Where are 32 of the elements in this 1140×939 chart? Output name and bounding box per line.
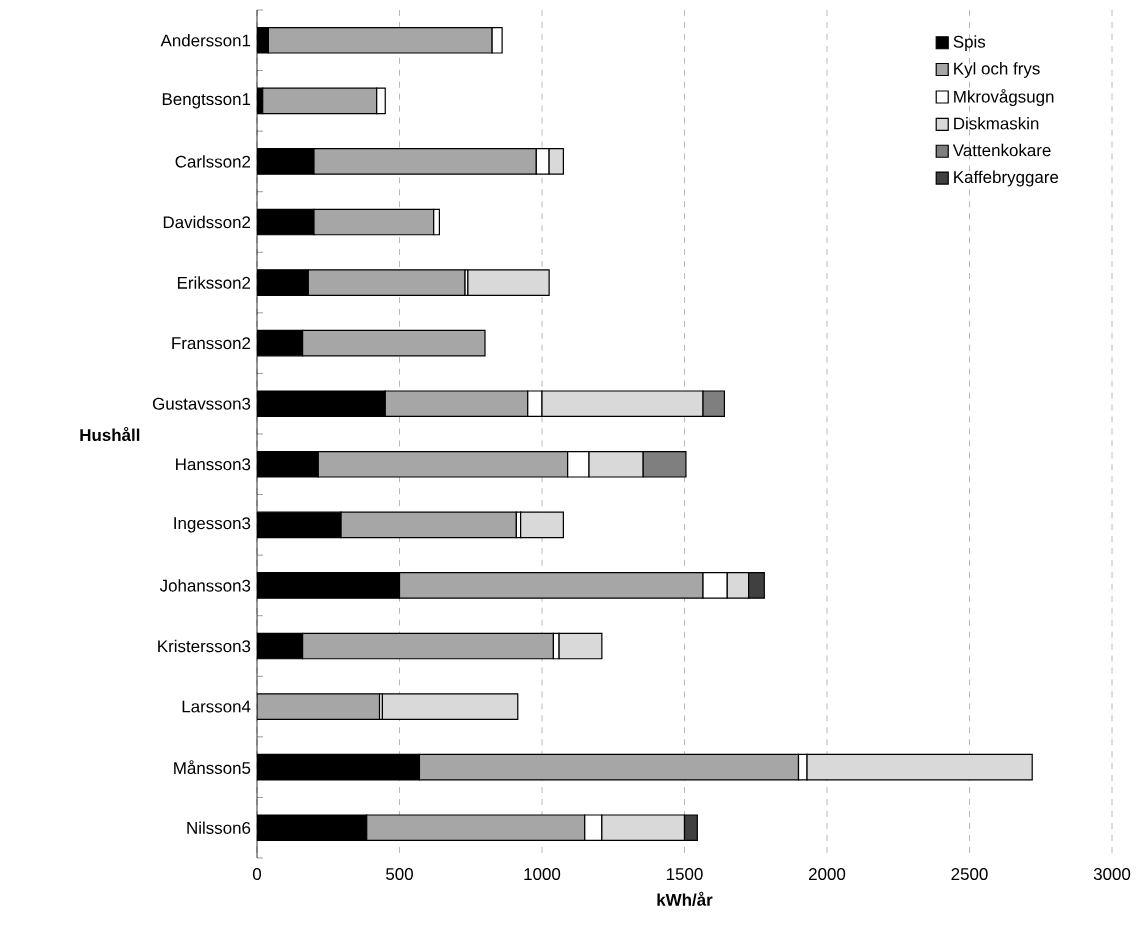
legend-label: Kyl och frys bbox=[954, 62, 1040, 78]
y-tick-label: Johansson3 bbox=[159, 579, 251, 592]
y-tick-label: Davidsson2 bbox=[163, 215, 251, 229]
y-tick-label: Larsson4 bbox=[182, 700, 251, 713]
x-tick-label: 1500 bbox=[666, 868, 703, 881]
y-tick-label: Nilsson6 bbox=[187, 821, 251, 834]
y-axis-title: Hushåll bbox=[80, 426, 140, 442]
x-tick-label: 500 bbox=[386, 868, 413, 881]
y-tick-label: Ingesson3 bbox=[174, 517, 251, 533]
x-axis-title: kWh/år bbox=[657, 891, 713, 907]
x-tick-label: 2000 bbox=[809, 868, 846, 881]
legend-label: Vattenkokare bbox=[952, 143, 1051, 157]
x-tick-label: 3000 bbox=[1093, 868, 1131, 881]
bar bbox=[467, 269, 550, 296]
y-tick-label: Carlsson2 bbox=[175, 155, 251, 168]
y-tick-label: Andersson1 bbox=[160, 34, 251, 47]
y-tick-label: Månsson5 bbox=[174, 760, 251, 775]
legend-label: Mkrovågsugn bbox=[954, 88, 1054, 107]
legend-label: Diskmaskin bbox=[954, 117, 1039, 130]
y-tick-label: Fransson2 bbox=[172, 337, 251, 350]
legend-label: Spis bbox=[953, 35, 986, 52]
legend-label: Kaffebryggare bbox=[954, 170, 1059, 187]
x-tick-label: 1000 bbox=[524, 868, 561, 881]
x-tick-label: 2500 bbox=[951, 868, 988, 881]
y-tick-label: Hansson3 bbox=[176, 458, 251, 471]
y-tick-label: Eriksson2 bbox=[177, 276, 251, 289]
y-tick-label: Bengtsson1 bbox=[162, 93, 251, 109]
bar bbox=[381, 693, 519, 720]
bar bbox=[520, 511, 564, 539]
x-tick-label: 0 bbox=[252, 868, 262, 881]
y-tick-label: Kristersson3 bbox=[158, 639, 251, 653]
y-tick-label: Gustavsson3 bbox=[152, 397, 251, 410]
